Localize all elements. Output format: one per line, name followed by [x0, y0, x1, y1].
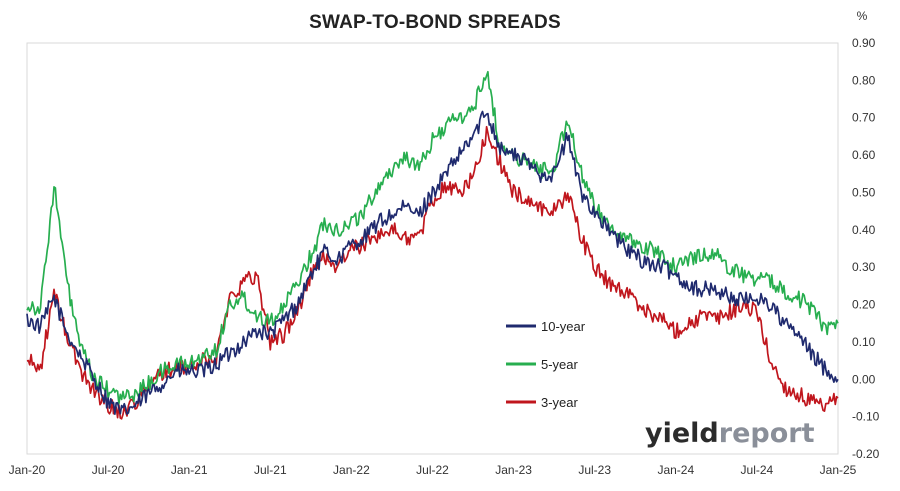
x-tick-label: Jul-22 — [416, 463, 449, 477]
y-tick-label: -0.20 — [852, 447, 880, 461]
y-unit-label: % — [857, 9, 868, 23]
y-tick-label: -0.10 — [852, 410, 880, 424]
legend-label-10-year: 10-year — [541, 319, 586, 334]
chart-title: SWAP-TO-BOND SPREADS — [309, 12, 561, 33]
y-tick-label: 0.20 — [852, 298, 876, 312]
y-tick-label: 0.00 — [852, 372, 876, 386]
legend-label-5-year: 5-year — [541, 357, 579, 372]
series-line-5-year — [26, 70, 839, 405]
legend: 10-year 5-year 3-year — [506, 319, 586, 410]
x-tick-label: Jan-23 — [495, 463, 532, 477]
y-tick-label: 0.50 — [852, 185, 876, 199]
y-axis: % 0.90 0.80 0.70 0.60 0.50 0.40 0.30 0.20 0.10 0.… — [852, 9, 880, 461]
plot-area-border — [26, 42, 839, 455]
y-tick-label: 0.40 — [852, 223, 876, 237]
x-tick-label: Jan-21 — [171, 463, 208, 477]
watermark-part-report: report — [719, 418, 815, 449]
x-tick-label: Jan-22 — [333, 463, 370, 477]
x-tick-label: Jul-21 — [254, 463, 287, 477]
x-tick-label: Jan-24 — [657, 463, 694, 477]
y-tick-label: 0.60 — [852, 148, 876, 162]
x-tick-label: Jan-25 — [820, 463, 857, 477]
y-tick-label: 0.70 — [852, 111, 876, 125]
series-lines — [26, 70, 839, 420]
series-line-10-year — [26, 110, 839, 415]
y-tick-label: 0.30 — [852, 260, 876, 274]
x-tick-label: Jul-24 — [741, 463, 774, 477]
watermark-logo: yieldreport — [645, 418, 815, 449]
y-tick-label: 0.10 — [852, 335, 876, 349]
legend-label-3-year: 3-year — [541, 395, 579, 410]
x-tick-label: Jan-20 — [9, 463, 46, 477]
watermark-part-yield: yield — [645, 418, 719, 449]
x-axis: Jan-20 Jul-20 Jan-21 Jul-21 Jan-22 Jul-22 Jan-… — [9, 463, 857, 477]
y-tick-label: 0.90 — [852, 36, 876, 50]
x-tick-label: Jul-20 — [92, 463, 125, 477]
x-tick-label: Jul-23 — [578, 463, 611, 477]
y-tick-label: 0.80 — [852, 73, 876, 87]
series-line-3-year — [26, 125, 839, 420]
